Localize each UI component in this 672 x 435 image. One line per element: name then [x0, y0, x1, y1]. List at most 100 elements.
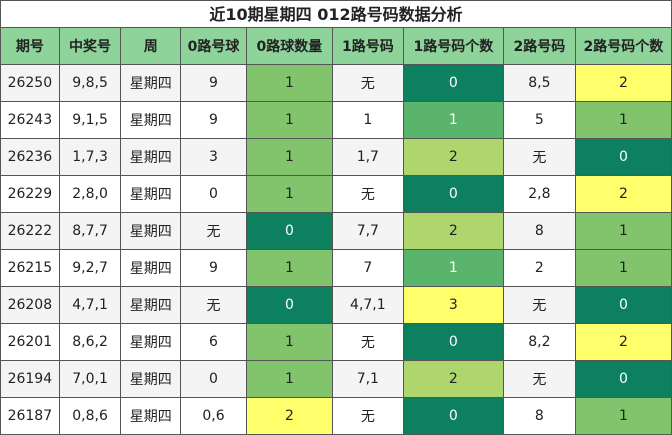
route2-cell: 8,2	[502, 323, 576, 361]
route2-count-cell: 0	[574, 360, 672, 398]
header-number: 中奖号	[58, 27, 122, 65]
route0-cell: 0	[180, 175, 247, 213]
route1-cell: 1,7	[331, 138, 404, 176]
header-week: 周	[120, 27, 182, 65]
issue-cell: 26187	[0, 397, 60, 435]
week-cell: 星期四	[120, 249, 182, 287]
header-route1: 1路号码	[331, 27, 404, 65]
route0-cell: 3	[180, 138, 247, 176]
table-row: 26208 4,7,1 星期四无 0 4,7,1 3 无 0	[0, 286, 672, 324]
table-body: 26250 9,8,5 星期四 9 1 无 0 8,5 2 26243 9,1,5 星期四 9 1 1 1 5 1…	[0, 64, 672, 435]
route2-count-cell: 0	[574, 138, 672, 176]
route2-cell: 无	[502, 360, 576, 398]
route1-cell: 7,7	[331, 212, 404, 250]
header-route1-count: 1路号码个数	[402, 27, 504, 65]
route0-count-cell: 1	[245, 101, 333, 139]
header-issue: 期号	[0, 27, 60, 65]
route1-count-cell: 3	[402, 286, 504, 324]
number-cell: 7,0,1	[58, 360, 122, 398]
route0-cell: 9	[180, 249, 247, 287]
route0-count-cell: 0	[245, 212, 333, 250]
route0-count-cell: 1	[245, 249, 333, 287]
route1-cell: 7	[331, 249, 404, 287]
route2-cell: 8	[502, 212, 576, 250]
route2-cell: 无	[502, 138, 576, 176]
week-cell: 星期四	[120, 212, 182, 250]
issue-cell: 26229	[0, 175, 60, 213]
route0-cell: 0	[180, 360, 247, 398]
route2-cell: 无	[502, 286, 576, 324]
route2-cell: 5	[502, 101, 576, 139]
route1-count-cell: 1	[402, 101, 504, 139]
week-cell: 星期四	[120, 64, 182, 102]
number-cell: 2,8,0	[58, 175, 122, 213]
issue-cell: 26250	[0, 64, 60, 102]
number-cell: 8,6,2	[58, 323, 122, 361]
route1-count-cell: 1	[402, 249, 504, 287]
route0-count-cell: 1	[245, 323, 333, 361]
issue-cell: 26201	[0, 323, 60, 361]
route1-cell: 无	[331, 323, 404, 361]
route1-count-cell: 0	[402, 64, 504, 102]
route0-cell: 9	[180, 101, 247, 139]
route1-count-cell: 0	[402, 397, 504, 435]
route0-cell: 无	[180, 286, 247, 324]
table-row: 26215 9,2,7 星期四 9 1 7 1 2 1	[0, 249, 672, 287]
issue-cell: 26222	[0, 212, 60, 250]
header-route2-count: 2路号码个数	[574, 27, 672, 65]
route2-count-cell: 1	[574, 101, 672, 139]
table-row: 26243 9,1,5 星期四 9 1 1 1 5 1	[0, 101, 672, 139]
table-row: 26250 9,8,5 星期四 9 1 无 0 8,5 2	[0, 64, 672, 102]
route2-cell: 8	[502, 397, 576, 435]
route2-count-cell: 2	[574, 64, 672, 102]
number-cell: 4,7,1	[58, 286, 122, 324]
sheet-title: 近10期星期四 012路号码数据分析	[0, 0, 672, 27]
route1-cell: 1	[331, 101, 404, 139]
route0-cell: 9	[180, 64, 247, 102]
number-cell: 9,1,5	[58, 101, 122, 139]
number-cell: 0,8,6	[58, 397, 122, 435]
route2-count-cell: 1	[574, 249, 672, 287]
route1-cell: 4,7,1	[331, 286, 404, 324]
route0-count-cell: 2	[245, 397, 333, 435]
issue-cell: 26194	[0, 360, 60, 398]
table-row: 26194 7,0,1 星期四 0 1 7,1 2 无 0	[0, 360, 672, 398]
header-route2: 2路号码	[502, 27, 576, 65]
number-cell: 9,8,5	[58, 64, 122, 102]
week-cell: 星期四	[120, 397, 182, 435]
route0-count-cell: 0	[245, 286, 333, 324]
number-cell: 9,2,7	[58, 249, 122, 287]
route1-cell: 无	[331, 175, 404, 213]
header-route0-count: 0路球数量	[245, 27, 333, 65]
route0-cell: 无	[180, 212, 247, 250]
header-row: 期号 中奖号 周 0路号球 0路球数量 1路号码 1路号码个数 2路号码 2路号…	[0, 27, 672, 65]
route1-count-cell: 0	[402, 175, 504, 213]
route2-cell: 2	[502, 249, 576, 287]
number-cell: 1,7,3	[58, 138, 122, 176]
route1-cell: 无	[331, 64, 404, 102]
route0-cell: 0,6	[180, 397, 247, 435]
route0-count-cell: 1	[245, 64, 333, 102]
week-cell: 星期四	[120, 360, 182, 398]
header-route0: 0路号球	[180, 27, 247, 65]
number-cell: 8,7,7	[58, 212, 122, 250]
route2-count-cell: 1	[574, 212, 672, 250]
issue-cell: 26236	[0, 138, 60, 176]
data-table: 期号 中奖号 周 0路号球 0路球数量 1路号码 1路号码个数 2路号码 2路号…	[0, 27, 672, 435]
week-cell: 星期四	[120, 323, 182, 361]
route1-count-cell: 0	[402, 323, 504, 361]
week-cell: 星期四	[120, 286, 182, 324]
route1-cell: 7,1	[331, 360, 404, 398]
route2-count-cell: 0	[574, 286, 672, 324]
route2-count-cell: 2	[574, 323, 672, 361]
route1-cell: 无	[331, 397, 404, 435]
issue-cell: 26208	[0, 286, 60, 324]
route2-cell: 2,8	[502, 175, 576, 213]
table-row: 26229 2,8,0 星期四 0 1 无 0 2,8 2	[0, 175, 672, 213]
route0-cell: 6	[180, 323, 247, 361]
route2-count-cell: 2	[574, 175, 672, 213]
route0-count-cell: 1	[245, 360, 333, 398]
route0-count-cell: 1	[245, 138, 333, 176]
week-cell: 星期四	[120, 175, 182, 213]
